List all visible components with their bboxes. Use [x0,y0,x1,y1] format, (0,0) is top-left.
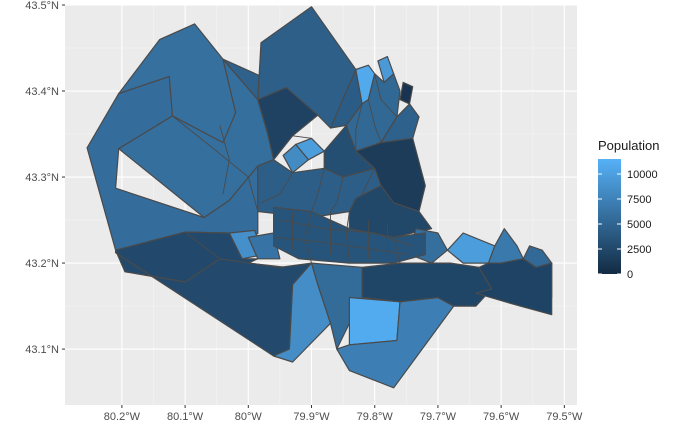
region-boundaries [172,73,413,350]
region-winona-dark [475,258,553,316]
region-boundary [172,115,259,212]
legend-colorbar [598,159,621,274]
region-burlington-east [380,103,420,144]
legend: Population 0 2500 5000 7500 10000 [598,138,659,281]
region-boundary [292,135,312,139]
region-boundary [361,168,376,195]
x-tick-label: 80.2°W [104,411,141,423]
region-binbrook-light [348,296,401,346]
y-tick-label: 43.5°N [25,0,59,12]
legend-label: 5000 [627,219,651,231]
y-tick-label: 43.4°N [25,86,59,98]
region-boundary [288,284,294,350]
x-tick-label: 80.1°W [167,411,204,423]
legend-label: 10000 [627,169,658,181]
x-axis: 80.2°W 80.1°W 80°W 79.9°W 79.8°W 79.7°W 79.6°W… [104,405,583,423]
legend-label: 2500 [627,244,651,256]
region-stoney-light [446,232,496,264]
region-boundary [355,103,363,152]
legend-label: 0 [627,269,633,281]
region-boundary [279,219,413,247]
region-boundary [393,237,401,264]
legend-ticks: 0 2500 5000 7500 10000 [598,169,658,281]
region-boundary [273,236,407,255]
region-boundary [304,211,312,264]
x-tick-label: 79.6°W [483,411,520,423]
region-boundary [367,99,382,143]
legend-label: 7500 [627,194,651,206]
y-tick-label: 43.1°N [25,344,59,356]
y-tick-label: 43.2°N [25,258,59,270]
region-stoney-south [361,262,493,307]
region-boundary [184,231,221,260]
y-axis: 43.5°N 43.4°N 43.3°N 43.2°N 43.1°N [25,0,65,356]
x-tick-label: 79.9°W [293,411,330,423]
region-boundary [260,172,293,204]
x-tick-label: 80°W [235,411,263,423]
x-tick-label: 79.5°W [546,411,583,423]
x-tick-label: 79.8°W [357,411,394,423]
x-tick-label: 79.7°W [420,411,457,423]
region-boundary [330,176,344,212]
region-boundary [345,211,350,264]
y-tick-label: 43.3°N [25,172,59,184]
legend-title: Population [598,138,659,153]
region-dundas-mid [247,232,281,260]
region-boundary [374,73,398,118]
region-boundary [219,125,230,195]
region-boundary [311,168,325,212]
